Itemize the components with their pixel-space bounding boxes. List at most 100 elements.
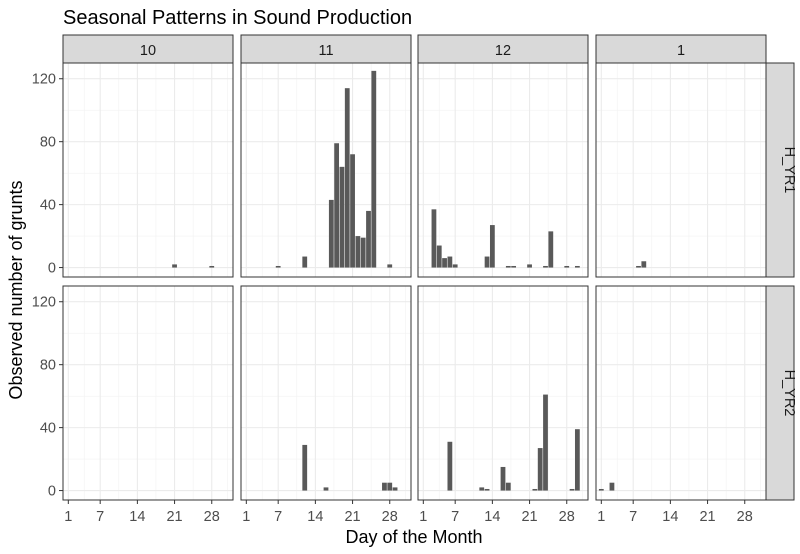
x-tick-label: 14 [307, 509, 323, 525]
x-tick-label: 7 [274, 509, 282, 525]
y-tick-label: 80 [40, 135, 56, 151]
x-tick-label: 14 [484, 509, 500, 525]
bar [636, 265, 641, 268]
x-tick-label: 1 [64, 509, 72, 525]
bar [484, 256, 490, 268]
bar [484, 488, 490, 491]
bar [564, 265, 570, 268]
y-tick-label: 0 [48, 484, 56, 500]
panel-H_YR1-12 [418, 63, 588, 277]
bar [505, 482, 511, 491]
bar [350, 154, 355, 268]
bar [323, 487, 329, 491]
bar [209, 265, 215, 268]
panel-border [240, 285, 412, 501]
x-tick-label: 7 [96, 509, 104, 525]
facet-row-label: H_YR2 [781, 370, 797, 417]
facet-strip-12 [417, 34, 589, 64]
bar [598, 488, 604, 491]
x-tick-label: 28 [382, 509, 398, 525]
bar [371, 70, 377, 268]
x-tick-label: 21 [166, 509, 182, 525]
panel-border [595, 285, 767, 501]
bar [569, 488, 575, 491]
bar [339, 166, 345, 268]
bar [447, 441, 453, 491]
bar [275, 265, 281, 268]
panel-border [417, 62, 589, 278]
panel-border [595, 62, 767, 278]
bar [360, 237, 366, 268]
bar [355, 236, 361, 268]
panel-H_YR2-11 [241, 286, 411, 500]
panel-border [62, 285, 234, 501]
panel-H_YR2-10 [63, 286, 233, 500]
panel-H_YR1-10 [63, 63, 233, 277]
panel-H_YR2-1 [596, 286, 766, 500]
bar [452, 264, 458, 268]
x-tick-label: 1 [597, 509, 605, 525]
panel-H_YR1-1 [596, 63, 766, 277]
panel-border [62, 62, 234, 278]
bar [548, 231, 554, 268]
panel-border [417, 285, 589, 501]
facet-column-label: 1 [677, 43, 685, 59]
bar [641, 261, 647, 268]
bar [392, 487, 398, 491]
bar [344, 88, 350, 268]
bar [387, 482, 393, 491]
bar [382, 482, 387, 491]
y-tick-label: 80 [40, 358, 56, 374]
bar [489, 225, 495, 268]
bar [543, 265, 548, 268]
bar [574, 265, 580, 268]
facet-strip-10 [62, 34, 234, 64]
bar [442, 258, 447, 268]
y-tick-label: 120 [32, 72, 56, 88]
x-tick-label: 1 [419, 509, 427, 525]
bar [505, 265, 511, 268]
x-tick-label: 28 [204, 509, 220, 525]
x-tick-label: 7 [451, 509, 459, 525]
bar [479, 487, 485, 491]
y-tick-label: 40 [40, 421, 56, 437]
x-tick-label: 21 [521, 509, 537, 525]
bar [172, 264, 177, 268]
bar [500, 466, 506, 491]
panel-H_YR1-11 [241, 63, 411, 277]
bar [527, 264, 532, 268]
facet-strip-H_YR1 [765, 62, 795, 278]
bar [328, 199, 334, 268]
bar [436, 245, 442, 268]
bar [334, 143, 340, 268]
bar [302, 256, 308, 268]
bar [537, 448, 543, 491]
facet-column-label: 12 [495, 43, 511, 59]
bar [574, 429, 580, 491]
bar [511, 265, 517, 268]
bar [447, 256, 453, 268]
x-tick-label: 1 [242, 509, 250, 525]
x-tick-label: 21 [344, 509, 360, 525]
panel-H_YR2-12 [418, 286, 588, 500]
x-tick-label: 14 [129, 509, 145, 525]
x-tick-label: 7 [629, 509, 637, 525]
facet-strip-11 [240, 34, 412, 64]
bar [431, 209, 437, 268]
bar [366, 210, 371, 268]
facet-row-label: H_YR1 [781, 147, 797, 194]
y-axis-title: Observed number of grunts [6, 180, 26, 399]
panel-border [240, 62, 412, 278]
chart-title: Seasonal Patterns in Sound Production [63, 7, 412, 29]
x-tick-label: 21 [699, 509, 715, 525]
facet-column-label: 10 [140, 43, 156, 59]
bar [543, 394, 548, 491]
y-tick-label: 40 [40, 198, 56, 214]
bar [532, 488, 538, 491]
x-tick-label: 14 [662, 509, 678, 525]
x-tick-label: 28 [737, 509, 753, 525]
bar [302, 444, 308, 491]
facet-column-label: 11 [318, 43, 333, 59]
